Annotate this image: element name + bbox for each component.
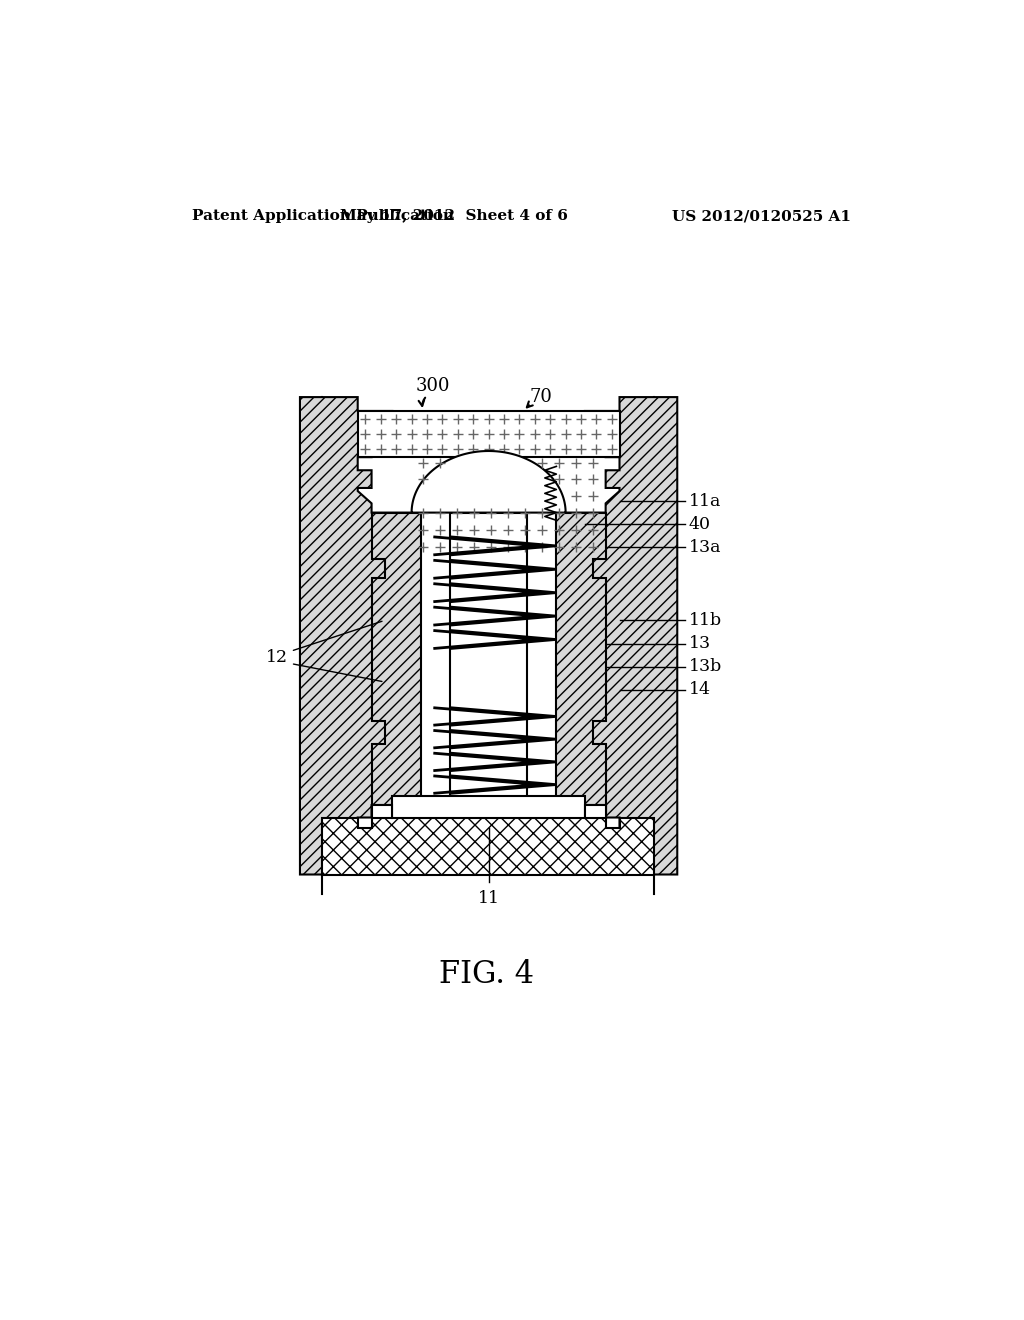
Text: 11a: 11a: [689, 492, 721, 510]
Bar: [372, 805, 392, 817]
Bar: [392, 796, 585, 817]
Polygon shape: [556, 512, 605, 817]
Polygon shape: [412, 451, 565, 512]
Polygon shape: [322, 805, 654, 874]
Text: 13a: 13a: [689, 539, 721, 556]
Text: 13: 13: [689, 635, 711, 652]
Bar: [451, 512, 527, 805]
Text: 14: 14: [689, 681, 711, 698]
Polygon shape: [556, 397, 677, 874]
Text: 12: 12: [266, 649, 289, 665]
Text: 11: 11: [477, 890, 500, 907]
Text: US 2012/0120525 A1: US 2012/0120525 A1: [673, 209, 852, 223]
Text: May 17, 2012  Sheet 4 of 6: May 17, 2012 Sheet 4 of 6: [340, 209, 568, 223]
Polygon shape: [300, 397, 421, 874]
Text: 70: 70: [529, 388, 552, 407]
Bar: [357, 411, 620, 457]
Bar: [585, 805, 605, 817]
Text: FIG. 4: FIG. 4: [439, 960, 534, 990]
Polygon shape: [372, 512, 421, 817]
Text: 13b: 13b: [689, 659, 722, 675]
Text: 11b: 11b: [689, 612, 722, 628]
Text: 300: 300: [416, 376, 451, 395]
Text: Patent Application Publication: Patent Application Publication: [193, 209, 455, 223]
Text: 40: 40: [689, 516, 711, 533]
